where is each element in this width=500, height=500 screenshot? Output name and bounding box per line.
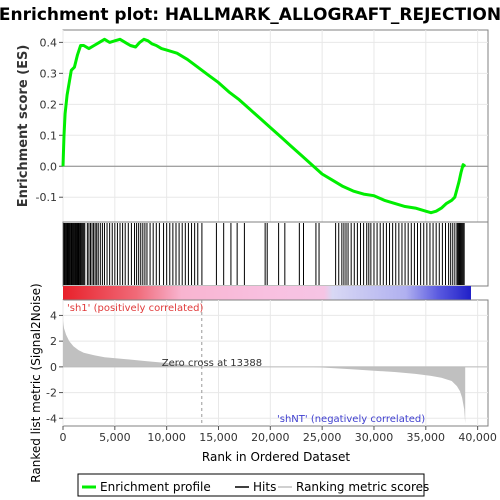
legend-label-enrichment: Enrichment profile [100,480,211,494]
rank-x-tick-label: 0 [60,431,67,444]
rank-x-tick-label: 15,000 [199,431,238,444]
rank-x-axis-label: Rank in Ordered Dataset [202,450,350,464]
es-y-tick-label: -0.1 [36,191,57,204]
metric-y-axis-label: Ranked list metric (Signal2Noise) [29,283,43,482]
es-y-tick-label: 0.1 [40,129,58,142]
legend: Enrichment profile Hits Ranking metric s… [78,474,429,496]
rank-x-ticks: 0 5,000 10,000 15,000 20,000 25,000 30,000 35,0… [60,426,497,444]
es-y-tick-label: 0.4 [40,36,58,49]
rank-x-tick-label: 30,000 [355,431,394,444]
es-y-tick-label: 0.0 [40,160,58,173]
metric-y-tick-label: -4 [46,412,57,425]
rank-x-tick-label: 5,000 [99,431,131,444]
es-y-tick-label: 0.2 [40,98,58,111]
chart-title: Enrichment plot: HALLMARK_ALLOGRAFT_REJE… [0,5,500,25]
es-y-tick-label: 0.3 [40,67,58,80]
rank-color-bar [63,286,471,300]
rank-x-tick-label: 20,000 [251,431,290,444]
legend-label-hits: Hits [253,480,276,494]
metric-y-tick-label: 4 [50,309,57,322]
positive-correlation-label: 'sh1' (positively correlated) [67,303,204,314]
rank-x-tick-label: 25,000 [303,431,342,444]
metric-y-ticks: -4 -2 0 2 4 [46,309,63,425]
metric-y-tick-label: 2 [50,335,57,348]
zero-cross-label: Zero cross at 13388 [162,358,262,369]
metric-y-tick-label: -2 [46,387,57,400]
rank-x-tick-label: 10,000 [147,431,186,444]
es-panel: -0.1 0.0 0.1 0.2 0.3 0.4 Enrichment score (ES… [16,30,488,222]
es-panel-frame [63,30,488,222]
rank-x-tick-label: 35,000 [407,431,446,444]
rank-x-tick-label: 40,000 [458,431,497,444]
hits-panel [63,222,488,286]
metric-panel: Zero cross at 13388 'sh1' (positively co… [29,283,497,482]
es-y-ticks: -0.1 0.0 0.1 0.2 0.3 0.4 [36,36,63,204]
legend-label-metric: Ranking metric scores [296,480,429,494]
negative-correlation-label: 'shNT' (negatively correlated) [277,414,425,425]
metric-y-tick-label: 0 [50,361,57,374]
hits-panel-frame [63,222,488,286]
es-y-axis-label: Enrichment score (ES) [16,45,31,208]
